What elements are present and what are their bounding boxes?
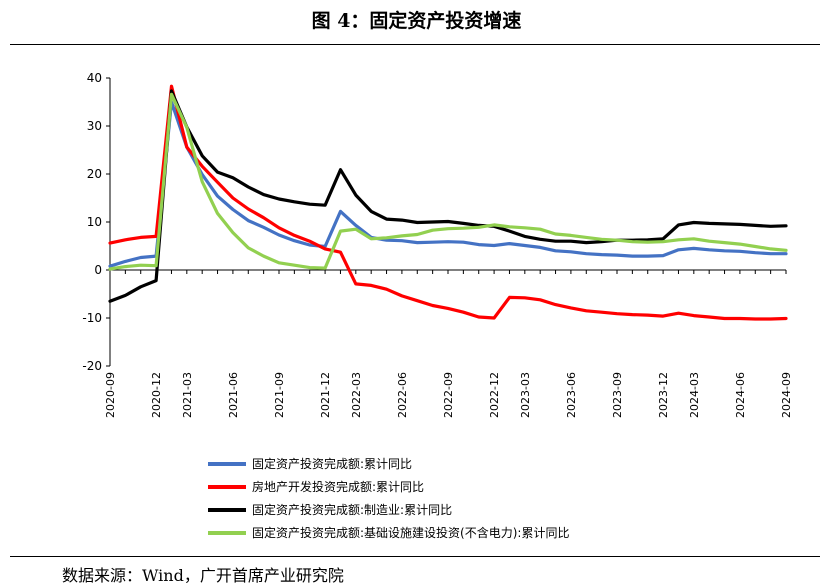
- x-tick-label: 2021-12: [319, 372, 332, 418]
- x-tick-label: 2021-06: [227, 372, 240, 418]
- y-tick-label: 10: [87, 215, 102, 229]
- x-tick-label: 2023-06: [565, 372, 578, 418]
- legend-label: 固定资产投资完成额:制造业:累计同比: [252, 503, 453, 517]
- x-tick-label: 2021-09: [273, 372, 286, 418]
- axes: -20 -10 0 10 20 30 40 2020-09 2020-12 2021-03 2021…: [82, 71, 793, 418]
- legend-swatch: [208, 462, 246, 466]
- x-tick-label: 2022-03: [350, 372, 363, 418]
- x-tick-label: 2023-12: [657, 372, 670, 418]
- x-tick-label: 2023-09: [611, 372, 624, 418]
- legend-label: 固定资产投资完成额:累计同比: [252, 457, 413, 471]
- x-tick-label: 2021-03: [181, 372, 194, 418]
- legend-label: 固定资产投资完成额:基础设施建设投资(不含电力):累计同比: [252, 526, 570, 540]
- y-tick-label: -20: [82, 359, 102, 373]
- legend-label: 房地产开发投资完成额:累计同比: [252, 480, 425, 494]
- x-tick-label: 2024-09: [780, 372, 793, 418]
- x-tick-label: 2023-03: [519, 372, 532, 418]
- x-tick-label: 2020-09: [104, 372, 117, 418]
- series-line-2: [108, 84, 788, 321]
- legend-swatch: [208, 531, 246, 535]
- x-tick-label: 2022-06: [396, 372, 409, 418]
- y-tick-label: 40: [87, 71, 102, 85]
- y-tick-label: -10: [82, 311, 102, 325]
- series-line-4: [108, 92, 788, 271]
- y-tick-label: 30: [87, 119, 102, 133]
- bottom-divider: [10, 556, 820, 557]
- chart-title: 图 4：固定资产投资增速: [311, 10, 522, 32]
- data-source: 数据来源：Wind，广开首席产业研究院: [62, 566, 344, 585]
- x-tick-label: 2024-06: [734, 372, 747, 418]
- x-tick-label: 2024-03: [688, 372, 701, 418]
- series-line-3: [108, 89, 788, 303]
- y-tick-label: 20: [87, 167, 102, 181]
- series-line-1: [108, 100, 788, 268]
- line-chart: -20 -10 0 10 20 30 40 2020-09 2020-12 2021-03 2021…: [82, 71, 793, 418]
- legend-swatch: [208, 508, 246, 512]
- top-divider: [10, 44, 820, 45]
- x-tick-label: 2020-12: [150, 372, 163, 418]
- series-lines: [108, 84, 788, 321]
- legend-swatch: [208, 485, 246, 489]
- x-tick-label: 2022-12: [488, 372, 501, 418]
- x-tick-label: 2022-09: [442, 372, 455, 418]
- y-tick-label: 0: [94, 263, 102, 277]
